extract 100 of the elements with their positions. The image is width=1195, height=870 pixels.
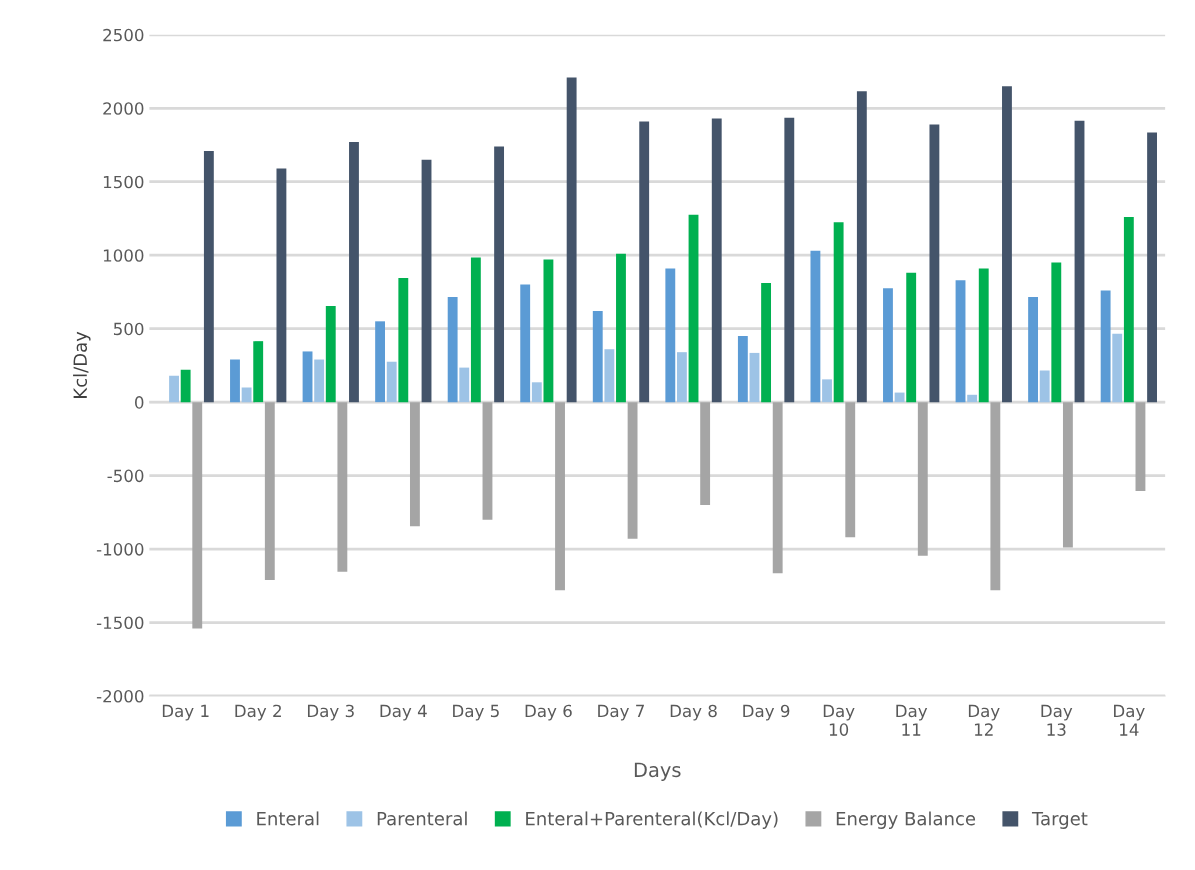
y-tick-label: 1000 bbox=[103, 249, 144, 262]
bar bbox=[1062, 402, 1073, 548]
bar bbox=[737, 336, 748, 403]
bar bbox=[592, 311, 603, 403]
legend-label: Enteral+Parenteral(Kcl/Day) bbox=[526, 811, 778, 829]
bar bbox=[772, 402, 783, 574]
x-tick-label: Day 6 bbox=[525, 704, 572, 721]
bar bbox=[192, 402, 203, 629]
y-tick-label: -500 bbox=[107, 469, 144, 483]
x-tick-label: Day 13 bbox=[1041, 704, 1073, 736]
bar bbox=[784, 117, 795, 403]
bar bbox=[700, 402, 711, 505]
bar bbox=[967, 394, 978, 403]
bar bbox=[761, 283, 772, 403]
bar bbox=[302, 351, 313, 403]
bar bbox=[253, 341, 264, 403]
x-tick-label: Day 11 bbox=[896, 704, 928, 736]
bar bbox=[180, 369, 191, 403]
legend-label: Enteral bbox=[257, 811, 319, 826]
bar bbox=[1028, 297, 1039, 403]
legend-label: Energy Balance bbox=[836, 811, 976, 829]
legend-label: Parenteral bbox=[377, 811, 467, 826]
bar bbox=[833, 222, 844, 403]
bar bbox=[639, 121, 650, 403]
bar bbox=[314, 359, 325, 403]
bar bbox=[566, 77, 577, 403]
x-tick-label: Day 9 bbox=[743, 704, 790, 721]
bar bbox=[531, 382, 542, 403]
x-tick-label: Day 12 bbox=[968, 704, 1000, 736]
bar bbox=[810, 250, 821, 403]
bar bbox=[230, 359, 240, 403]
bar bbox=[1100, 290, 1111, 403]
bar bbox=[447, 297, 458, 403]
bar bbox=[375, 321, 386, 403]
bar bbox=[459, 367, 470, 403]
y-axis-title: Kcl/Day bbox=[73, 331, 91, 398]
bar bbox=[337, 402, 348, 572]
y-tick-label: 1500 bbox=[103, 175, 144, 189]
y-tick-label: -1500 bbox=[96, 616, 144, 630]
bar bbox=[711, 118, 722, 403]
y-tick-label: 0 bbox=[135, 396, 144, 409]
bar bbox=[627, 402, 638, 539]
x-tick-label: Day 3 bbox=[307, 704, 354, 721]
bar bbox=[386, 361, 397, 403]
y-tick-label: -2000 bbox=[96, 689, 144, 703]
bar bbox=[929, 124, 940, 403]
bar bbox=[1112, 333, 1123, 403]
y-tick-label: 2000 bbox=[103, 102, 144, 115]
bar bbox=[421, 159, 432, 403]
bar bbox=[1039, 370, 1050, 403]
x-tick-label: Day 10 bbox=[823, 704, 855, 736]
x-tick-label: Day 1 bbox=[162, 704, 209, 721]
bar bbox=[241, 387, 252, 403]
x-tick-label: Day 4 bbox=[380, 704, 427, 721]
bar bbox=[917, 402, 928, 556]
bar bbox=[665, 268, 676, 403]
bar bbox=[1074, 120, 1085, 403]
bar bbox=[894, 392, 905, 403]
bar bbox=[494, 146, 505, 403]
bar bbox=[883, 288, 893, 403]
bar bbox=[1002, 86, 1012, 403]
bar bbox=[822, 379, 832, 403]
x-axis-title: Days bbox=[634, 762, 681, 781]
bar bbox=[604, 349, 615, 403]
bar bbox=[555, 402, 565, 591]
bar bbox=[749, 352, 760, 403]
bar bbox=[1147, 132, 1157, 403]
bar bbox=[845, 402, 856, 538]
bar bbox=[482, 402, 493, 520]
bar bbox=[276, 168, 287, 403]
bar bbox=[688, 214, 699, 403]
y-tick-label: -1000 bbox=[96, 543, 144, 556]
bar bbox=[1051, 262, 1062, 403]
bar bbox=[906, 272, 917, 403]
bar bbox=[856, 91, 867, 403]
x-tick-label: Day 5 bbox=[453, 704, 499, 721]
x-tick-label: Day 8 bbox=[670, 704, 717, 721]
y-tick-label: 2500 bbox=[103, 28, 144, 42]
bar bbox=[409, 402, 420, 527]
bar bbox=[520, 284, 531, 403]
bar bbox=[203, 150, 214, 403]
bar bbox=[169, 375, 179, 403]
x-tick-label: Day 7 bbox=[598, 704, 644, 721]
bar bbox=[398, 277, 409, 403]
bar bbox=[543, 259, 554, 403]
bar bbox=[676, 352, 687, 403]
bar bbox=[616, 253, 626, 403]
bar bbox=[349, 142, 359, 403]
bar bbox=[978, 268, 989, 403]
bar bbox=[1123, 217, 1134, 403]
legend-label: Target bbox=[1031, 811, 1088, 829]
x-tick-label: Day 2 bbox=[235, 704, 281, 721]
bar bbox=[264, 402, 275, 580]
bar bbox=[990, 402, 1001, 591]
bar bbox=[1135, 402, 1146, 492]
y-tick-label: 500 bbox=[113, 322, 144, 336]
bar bbox=[470, 257, 481, 403]
x-tick-label: Day 14 bbox=[1114, 704, 1145, 736]
bar bbox=[325, 305, 336, 403]
bar bbox=[955, 280, 966, 403]
